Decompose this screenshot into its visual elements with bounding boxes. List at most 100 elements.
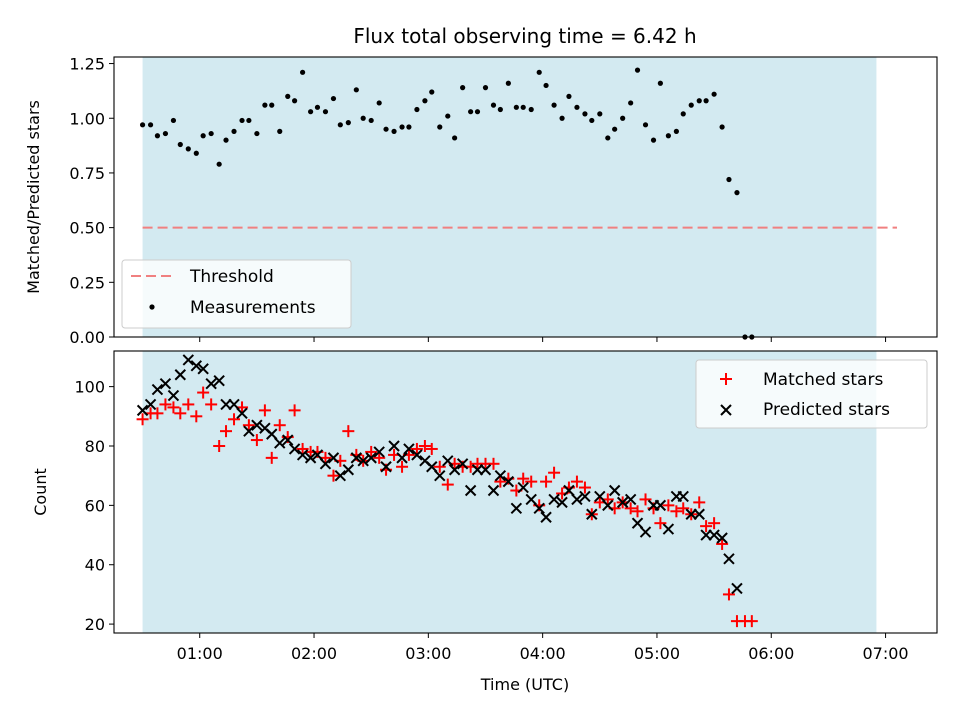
measurement-point [543, 82, 549, 89]
measurement-point [528, 106, 534, 113]
bottom-x-tick-label: 04:00 [520, 644, 566, 663]
top-x-ticks [199, 337, 887, 342]
matched-star-point [205, 398, 218, 411]
measurement-point [383, 126, 389, 132]
top-legend: Threshold Measurements [121, 259, 352, 329]
matched-star-point [517, 472, 530, 485]
predicted-star-point [304, 452, 317, 464]
matched-star-point [540, 475, 553, 488]
matched-star-point [441, 478, 454, 491]
matched-star-point [631, 505, 644, 518]
matched-star-point [410, 442, 423, 455]
top-y-ticks: 0.00 0.25 0.50 0.75 1.00 1.25 [69, 55, 114, 347]
matched-star-point [365, 445, 378, 458]
predicted-star-point [350, 452, 363, 464]
predicted-star-point [448, 464, 461, 476]
predicted-star-point [594, 490, 606, 503]
matched-star-point [670, 505, 683, 518]
measurement-point [322, 109, 329, 115]
matched-star-point [525, 475, 538, 488]
predicted-star-point [563, 484, 575, 497]
matched-star-point [722, 588, 735, 601]
measurement-point [422, 98, 428, 104]
measurement-point [650, 137, 657, 143]
bottom-x-tick-label: 01:00 [177, 644, 223, 663]
matched-star-point [190, 410, 203, 423]
predicted-star-point [342, 464, 355, 476]
predicted-star-point [167, 389, 180, 402]
predicted-star-point [434, 469, 446, 482]
matched-stars-points [136, 386, 758, 628]
predicted-star-point [426, 461, 438, 473]
predicted-star-point [525, 493, 537, 506]
top-y-axis-label: Matched/Predicted stars [24, 100, 43, 294]
predicted-star-point [540, 511, 552, 523]
predicted-stars-points [136, 354, 743, 595]
x-axis-label: Time (UTC) [480, 675, 569, 694]
predicted-star-point [197, 363, 209, 375]
predicted-star-point [479, 464, 492, 476]
predicted-star-point [494, 469, 507, 482]
predicted-star-point [213, 374, 225, 387]
predicted-star-point [373, 446, 385, 458]
predicted-star-point [579, 490, 591, 503]
measurement-point [200, 133, 206, 139]
predicted-star-point [136, 404, 149, 417]
matched-star-point [288, 404, 301, 417]
legend-measurements-label: Measurements [190, 298, 316, 318]
predicted-star-point [296, 449, 309, 461]
bottom-y-tick-label: 80 [85, 437, 105, 456]
matched-star-point [624, 502, 637, 515]
matched-star-point [296, 442, 309, 455]
predicted-star-point [571, 493, 583, 506]
top-panel: 0.00 0.25 0.50 0.75 1.00 1.25 Matched/Predict… [24, 55, 938, 347]
measurement-point [711, 91, 717, 97]
matched-star-point [151, 407, 164, 420]
matched-star-point [373, 451, 386, 464]
bottom-x-tick-label: 06:00 [748, 644, 794, 663]
measurement-point [437, 124, 443, 130]
measurement-point [452, 135, 458, 141]
predicted-star-point [236, 407, 248, 420]
predicted-star-point [159, 377, 172, 390]
predicted-star-point [288, 443, 301, 455]
matched-star-point [578, 481, 591, 494]
measurement-point [300, 69, 306, 75]
top-y-tick-label: 0.25 [69, 273, 105, 292]
measurement-point [513, 104, 519, 110]
matched-star-point [418, 439, 431, 452]
matched-star-point [265, 451, 278, 464]
top-y-tick-label: 1.00 [69, 109, 105, 128]
matched-star-point [425, 442, 438, 455]
top-y-tick-label: 0.50 [69, 219, 105, 238]
bottom-y-tick-label: 20 [85, 615, 105, 634]
predicted-star-point [456, 458, 469, 470]
measurement-point [246, 117, 252, 124]
matched-star-point [677, 502, 690, 515]
measurement-point [582, 111, 588, 117]
measurement-point [330, 95, 337, 102]
matched-star-point [242, 419, 255, 432]
measurement-point [719, 124, 725, 130]
measurement-point [139, 122, 146, 128]
measurement-point [703, 98, 709, 104]
bottom-y-ticks: 20 40 60 80 100 [74, 378, 114, 634]
measurement-point [605, 135, 611, 141]
measurement-point [162, 130, 169, 137]
measurement-point [620, 115, 626, 121]
predicted-star-point [190, 360, 203, 372]
top-y-tick-label: 1.25 [69, 55, 105, 74]
matched-star-point [182, 398, 195, 411]
measurement-point [474, 109, 481, 115]
predicted-star-point [251, 419, 263, 431]
matched-star-point [258, 404, 271, 417]
measurement-point [657, 80, 663, 86]
bottom-y-tick-label: 100 [74, 378, 105, 397]
matched-star-point [570, 475, 583, 488]
matched-star-point [639, 493, 652, 506]
legend-matched-label: Matched stars [763, 370, 883, 390]
measurement-point [254, 130, 260, 137]
predicted-star-point [693, 508, 705, 520]
matched-star-point [708, 517, 721, 530]
measurement-point [269, 102, 275, 108]
